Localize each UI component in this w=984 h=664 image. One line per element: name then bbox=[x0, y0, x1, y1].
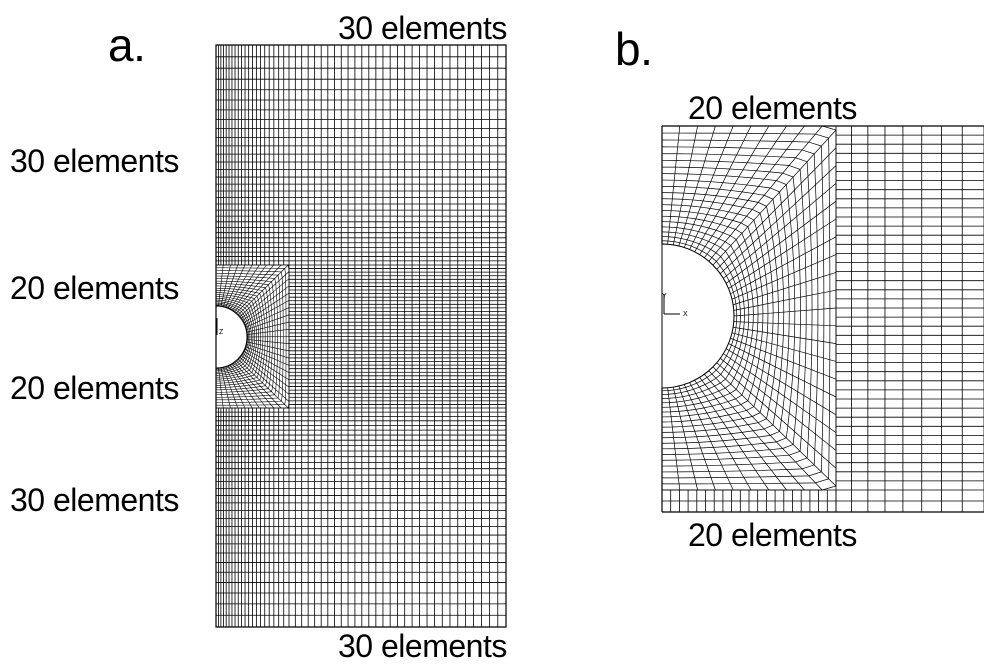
panel-a-left-label-2: 20 elements bbox=[10, 270, 179, 306]
panel-a-bottom-label: 30 elements bbox=[338, 628, 507, 664]
panel-a-left-label-3: 20 elements bbox=[10, 370, 179, 406]
axis-triad-b bbox=[663, 294, 680, 315]
mesh-b-hole bbox=[661, 243, 735, 389]
mesh-a-horizontal-lines bbox=[216, 44, 506, 628]
triad-z-label: Z bbox=[219, 329, 224, 336]
mesh-b-strip-verticals bbox=[661, 490, 837, 512]
triad-y-label: Y bbox=[662, 293, 667, 300]
mesh-panel-a bbox=[215, 44, 507, 628]
panel-b-bottom-label: 20 elements bbox=[688, 517, 857, 553]
panel-a-left-label-4: 30 elements bbox=[10, 482, 179, 518]
panel-b-letter: b. bbox=[615, 23, 653, 75]
mesh-a-hole bbox=[215, 305, 248, 369]
panel-a-top-label: 30 elements bbox=[338, 10, 507, 46]
triad-x-label: X bbox=[683, 311, 688, 318]
panel-a-letter: a. bbox=[108, 19, 146, 71]
mesh-panel-b bbox=[661, 125, 984, 513]
mesh-b-outline bbox=[661, 125, 984, 513]
panel-a-left-label-1: 30 elements bbox=[10, 143, 179, 179]
mesh-a-vertical-lines bbox=[215, 45, 507, 627]
panel-b-top-label: 20 elements bbox=[688, 90, 857, 126]
mesh-a-outline bbox=[215, 44, 507, 628]
